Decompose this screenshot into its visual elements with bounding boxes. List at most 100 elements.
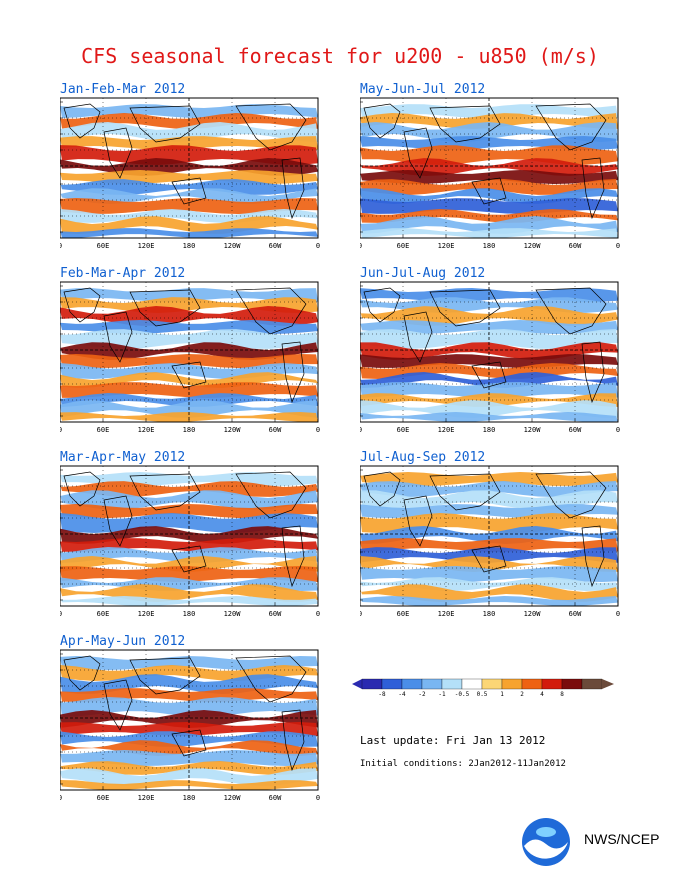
shading-band: [360, 547, 618, 563]
colorbar-swatch: [521, 678, 543, 690]
lon-tick-label: 180: [483, 426, 496, 434]
colorbar-tick-label: -4: [398, 691, 406, 698]
coastline: [63, 287, 101, 323]
lon-tick-label: 180: [183, 610, 196, 618]
map-mam: 60N50N40N20NEQ20S40S60S80S060E120E180120…: [60, 465, 320, 618]
lon-tick-label: 120W: [224, 794, 242, 802]
colorbar-tick-label: -8: [378, 691, 386, 698]
colorbar-end: [352, 679, 362, 689]
lon-tick-label: 120W: [524, 426, 542, 434]
coastline: [363, 471, 401, 507]
lon-tick-label: 0: [616, 426, 620, 434]
colorbar-swatch: [541, 678, 563, 690]
lon-tick-label: 0: [316, 242, 320, 250]
coastline: [429, 289, 501, 327]
lon-tick-label: 60W: [269, 794, 282, 802]
colorbar-tick-label: -1: [438, 691, 446, 698]
colorbar-tick-label: 0.5: [477, 691, 488, 698]
shading-band: [60, 731, 318, 747]
shading-band: [360, 179, 618, 195]
lon-tick-label: 0: [616, 242, 620, 250]
lon-tick-label: 180: [483, 610, 496, 618]
colorbar-swatch: [501, 678, 523, 690]
lon-tick-label: 60E: [97, 426, 110, 434]
coastline: [129, 289, 201, 327]
coastline: [581, 525, 605, 588]
coastline: [471, 545, 507, 573]
colorbar-swatch: [481, 678, 503, 690]
panel-title: May-Jun-Jul 2012: [360, 82, 486, 97]
colorbar-swatch: [441, 678, 463, 690]
shading-band: [60, 481, 318, 497]
coastline: [103, 679, 133, 731]
coastline: [429, 473, 501, 511]
lon-tick-label: 120W: [524, 610, 542, 618]
colorbar-tick-label: 8: [560, 691, 564, 698]
lon-tick-label: 0: [60, 794, 62, 802]
coastline: [171, 545, 207, 573]
shading-band: [60, 104, 318, 118]
panel-mjj: May-Jun-Jul 2012 60N50N40N20NEQ20S40S60S…: [360, 82, 680, 252]
shading-band: [60, 198, 318, 214]
lon-tick-label: 60W: [569, 242, 582, 250]
coastline: [171, 177, 207, 205]
figure-title: CFS seasonal forecast for u200 - u850 (m…: [81, 44, 599, 68]
lon-tick-label: 0: [360, 610, 362, 618]
lon-tick-label: 120E: [438, 426, 455, 434]
coastline: [103, 127, 133, 179]
coastline: [581, 157, 605, 220]
coastline: [235, 103, 307, 151]
lon-tick-label: 0: [616, 610, 620, 618]
coastline: [363, 287, 401, 323]
coastline: [235, 471, 307, 519]
panel-title: Mar-Apr-May 2012: [60, 450, 186, 465]
last-update-text: Last update: Fri Jan 13 2012: [360, 734, 546, 747]
colorbar-swatch: [581, 678, 603, 690]
coastline: [63, 103, 101, 139]
panel-title: Jun-Jul-Aug 2012: [360, 266, 486, 281]
lon-tick-label: 180: [183, 794, 196, 802]
shading-band: [60, 710, 318, 728]
panel-amj: Apr-May-Jun 2012 60N50N40N20NEQ20S40S60S…: [60, 634, 380, 804]
shading-band: [60, 179, 318, 195]
lon-tick-label: 120E: [138, 242, 155, 250]
lon-tick-label: 60E: [397, 242, 410, 250]
coastline: [281, 157, 305, 220]
lon-tick-label: 0: [316, 794, 320, 802]
shading-band: [60, 596, 318, 606]
coastline: [363, 103, 401, 139]
panel-jja: Jun-Jul-Aug 2012 60N50N40N20NEQ20S40S60S…: [360, 266, 680, 436]
shading-band: [60, 342, 318, 360]
colorbar-tick-label: -2: [418, 691, 426, 698]
lon-tick-label: 0: [60, 610, 62, 618]
coastline: [235, 655, 307, 703]
map-amj: 60N50N40N20NEQ20S40S60S80S060E120E180120…: [60, 649, 320, 802]
shading-band: [360, 481, 618, 497]
lon-tick-label: 0: [316, 426, 320, 434]
coastline: [471, 177, 507, 205]
colorbar-swatch: [561, 678, 583, 690]
colorbar: -8 -4 -2 -1 -0.5 0.5 1 2 4 8: [352, 678, 614, 698]
panel-title: Jul-Aug-Sep 2012: [360, 450, 486, 465]
colorbar-swatch: [461, 678, 483, 690]
coastline: [103, 311, 133, 363]
coastline: [63, 471, 101, 507]
map-jja: 60N50N40N20NEQ20S40S60S80S060E120E180120…: [360, 281, 620, 434]
lon-tick-label: 120E: [438, 610, 455, 618]
noaa-logo-icon: [522, 818, 570, 866]
shading-band: [60, 656, 318, 670]
colorbar-tick-label: 2: [520, 691, 524, 698]
map-jfm: 60N50N40N20NEQ20S40S60S80S060E120E180120…: [60, 97, 320, 250]
lon-tick-label: 60E: [97, 794, 110, 802]
shading-band: [360, 170, 618, 184]
panel-title: Jan-Feb-Mar 2012: [60, 82, 186, 97]
shading-band: [60, 722, 318, 736]
lon-tick-label: 120E: [138, 794, 155, 802]
lon-tick-label: 180: [483, 242, 496, 250]
lon-tick-label: 180: [183, 242, 196, 250]
shading-band: [360, 412, 618, 422]
coastline: [171, 361, 207, 389]
lon-tick-label: 120W: [224, 426, 242, 434]
lon-tick-label: 60W: [269, 242, 282, 250]
map-fma: 60N50N40N20NEQ20S40S60S80S060E120E180120…: [60, 281, 320, 434]
